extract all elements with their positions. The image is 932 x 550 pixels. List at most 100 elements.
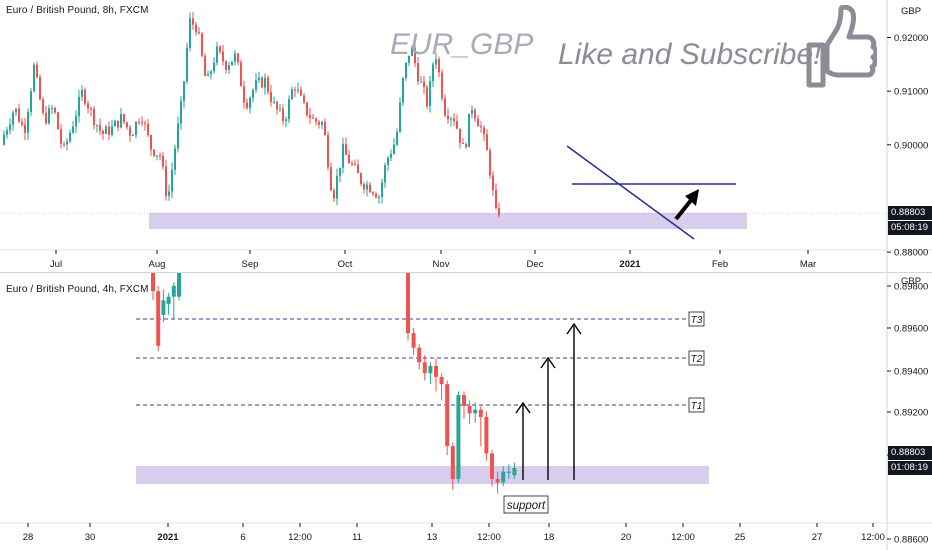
candle-body-8h bbox=[84, 89, 86, 104]
candle-body-8h bbox=[138, 121, 140, 123]
candle-body-8h bbox=[30, 91, 32, 112]
candle-body-8h bbox=[120, 114, 122, 128]
candle-body-8h bbox=[156, 155, 158, 157]
y-tick-label-8h: 0.92000 bbox=[894, 33, 928, 44]
candle-body-8h bbox=[393, 144, 395, 154]
chart-8h-pane[interactable]: 0.92000 0.91000 0.90000 0.88000 Jul Aug Sep Oct… bbox=[0, 0, 932, 272]
candle-body-8h bbox=[285, 119, 287, 122]
candle-body-8h bbox=[465, 143, 467, 147]
arrow-head bbox=[540, 356, 556, 369]
y-tick-label-8h: 0.88000 bbox=[894, 248, 928, 259]
candle-body-8h bbox=[414, 47, 416, 64]
chart-8h-svg[interactable]: 0.92000 0.91000 0.90000 0.88000 Jul Aug Sep Oct… bbox=[0, 0, 932, 272]
trendline-8h bbox=[566, 145, 695, 240]
candle-body-8h bbox=[444, 98, 446, 116]
y-tick-label-8h: 0.90000 bbox=[894, 140, 928, 151]
currency-label-8h: GBP bbox=[901, 6, 922, 17]
candle-body-8h bbox=[498, 207, 500, 216]
candle-body-8h bbox=[420, 81, 422, 83]
candle-body-4h bbox=[478, 409, 483, 417]
y-tick-label-4h: 0.89400 bbox=[894, 367, 928, 378]
candle-body-8h bbox=[171, 169, 173, 192]
candle-body-8h bbox=[441, 72, 443, 99]
candle-body-4h bbox=[512, 467, 517, 476]
candle-body-8h bbox=[453, 118, 455, 122]
candle-body-8h bbox=[48, 108, 50, 124]
candle-body-8h bbox=[237, 53, 239, 63]
x-tick-label-4h: 13 bbox=[427, 532, 438, 543]
candle-body-4h bbox=[506, 471, 511, 473]
currency-label-4h: GBP bbox=[901, 276, 922, 287]
candle-body-4h bbox=[422, 362, 427, 374]
candle-body-8h bbox=[99, 125, 101, 131]
candle-body-8h bbox=[255, 80, 257, 91]
candle-body-8h bbox=[429, 81, 431, 107]
candle-body-4h bbox=[456, 395, 461, 479]
candle-body-8h bbox=[288, 99, 290, 120]
x-tick-label-8h: Feb bbox=[712, 259, 728, 270]
x-tick-label-4h: 30 bbox=[85, 532, 96, 543]
candle-body-8h bbox=[114, 120, 116, 127]
candle-body-8h bbox=[267, 77, 269, 93]
candle-body-8h bbox=[477, 118, 479, 127]
promo-text: Like and Subscribe! bbox=[558, 38, 822, 71]
x-tick-label-4h: 28 bbox=[23, 532, 34, 543]
candle-body-8h bbox=[282, 108, 284, 122]
candle-body-8h bbox=[12, 112, 14, 125]
y-tick-label-8h: 0.91000 bbox=[894, 87, 928, 98]
candle-body-8h bbox=[276, 101, 278, 110]
candle-body-8h bbox=[195, 24, 197, 33]
chart-4h-svg[interactable]: 0.898000.896000.894000.892000.890000.886… bbox=[0, 273, 932, 550]
candle-body-8h bbox=[462, 142, 464, 144]
candle-body-8h bbox=[312, 117, 314, 119]
candle-body-8h bbox=[348, 154, 350, 164]
countdown-tag-4h: 01:08:19 bbox=[888, 461, 932, 475]
candle-body-8h bbox=[270, 92, 272, 102]
candle-body-8h bbox=[342, 144, 344, 168]
x-tick-label-8h: Nov bbox=[433, 259, 450, 270]
candle-body-8h bbox=[303, 95, 305, 103]
candle-body-4h bbox=[417, 347, 422, 363]
candle-body-8h bbox=[183, 81, 185, 101]
y-tick-label-4h: 0.89600 bbox=[894, 324, 928, 335]
candle-body-8h bbox=[144, 123, 146, 125]
candle-body-8h bbox=[81, 89, 83, 97]
candle-body-8h bbox=[411, 47, 413, 56]
candle-body-4h bbox=[151, 273, 155, 292]
candle-body-8h bbox=[57, 112, 59, 130]
candle-body-8h bbox=[102, 130, 104, 134]
x-tick-label-8h: Mar bbox=[800, 259, 816, 270]
candle-body-8h bbox=[396, 131, 398, 145]
candle-body-8h bbox=[198, 32, 200, 34]
pane-divider[interactable] bbox=[0, 272, 932, 273]
x-tick-label-4h: 12:00 bbox=[288, 532, 312, 543]
candle-body-8h bbox=[18, 108, 20, 122]
arrow-head bbox=[515, 401, 531, 414]
candle-body-8h bbox=[273, 101, 275, 103]
candle-body-8h bbox=[405, 62, 407, 78]
candle-body-8h bbox=[486, 134, 488, 151]
countdown-tag-8h: 05:08:19 bbox=[888, 221, 932, 235]
candle-body-8h bbox=[24, 124, 26, 133]
candle-body-8h bbox=[54, 107, 56, 113]
candle-body-4h bbox=[445, 384, 450, 447]
candle-body-8h bbox=[291, 89, 293, 100]
candle-body-8h bbox=[69, 132, 71, 142]
candle-body-8h bbox=[240, 62, 242, 87]
chart-4h-pane[interactable]: 0.898000.896000.894000.892000.890000.886… bbox=[0, 273, 932, 550]
candle-body-8h bbox=[324, 122, 326, 136]
x-tick-label-8h: Aug bbox=[149, 259, 166, 270]
chart-8h-legend: Euro / British Pound, 8h, FXCM bbox=[6, 5, 149, 16]
x-tick-label-8h: Dec bbox=[527, 259, 544, 270]
y-tick-label-4h: 0.89200 bbox=[894, 408, 928, 419]
y-tick-label-4h: 0.89800 bbox=[894, 282, 928, 293]
candle-body-8h bbox=[438, 59, 440, 73]
candle-body-8h bbox=[33, 64, 35, 92]
candle-body-8h bbox=[213, 62, 215, 72]
y-tick-label-4h: 0.88600 bbox=[894, 535, 928, 546]
candle-body-8h bbox=[309, 115, 311, 118]
candle-body-8h bbox=[261, 77, 263, 88]
candle-body-8h bbox=[483, 127, 485, 135]
target-label-t1: T1 bbox=[691, 401, 703, 412]
candle-body-8h bbox=[66, 141, 68, 145]
